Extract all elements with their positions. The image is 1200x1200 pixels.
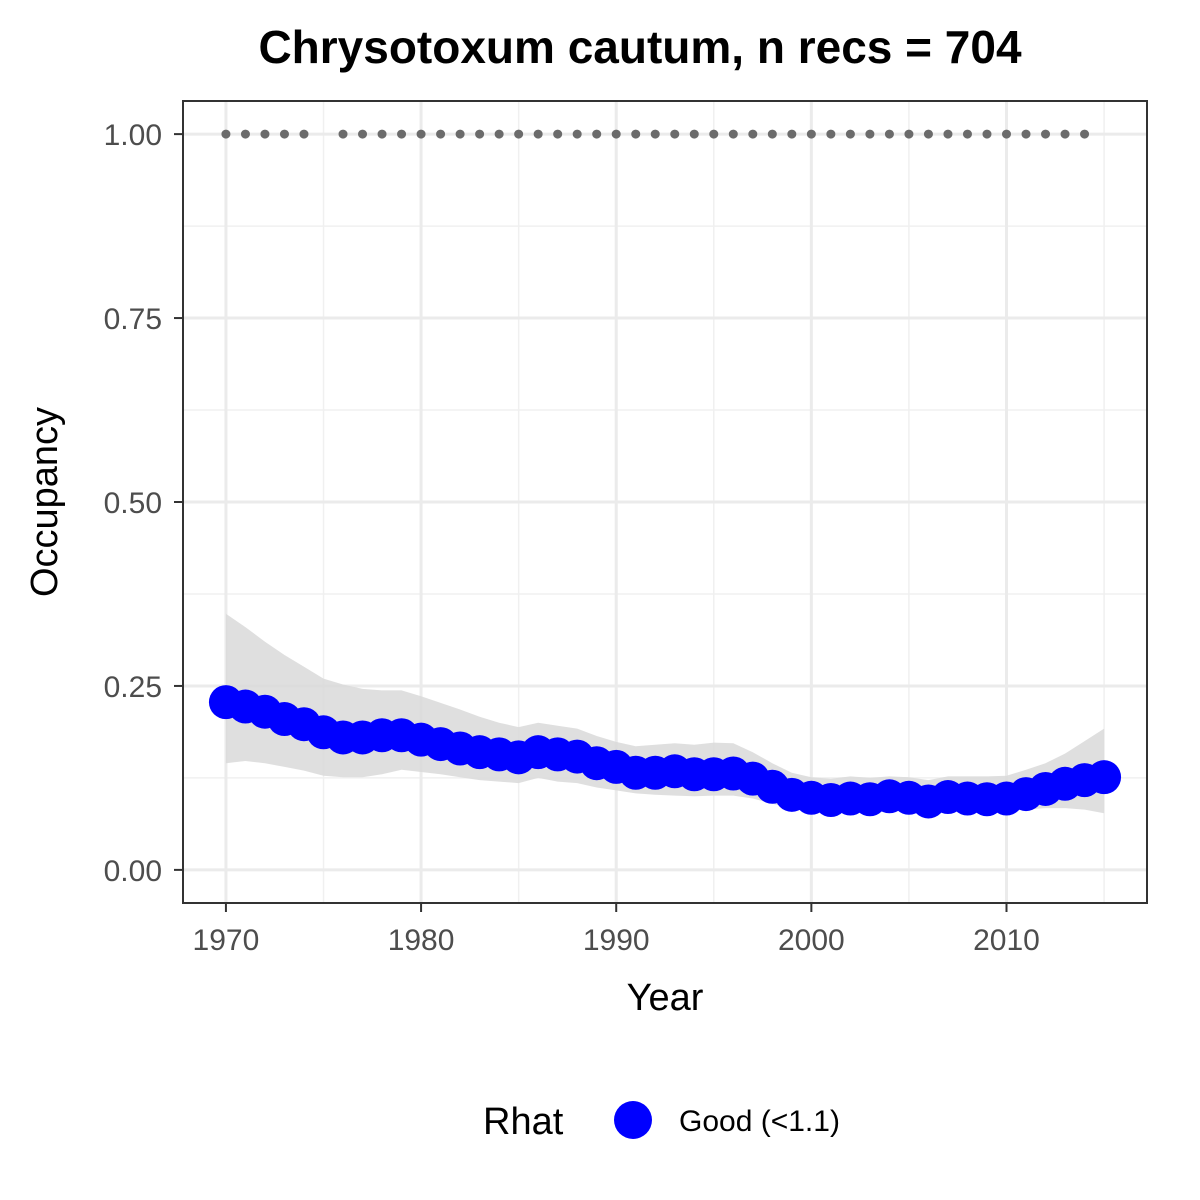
record-year-marker [1001,129,1011,139]
record-year-marker [338,129,348,139]
record-year-marker [553,129,563,139]
record-year-marker [260,129,270,139]
record-year-marker [494,129,504,139]
record-year-marker [865,129,875,139]
record-year-marker [806,129,816,139]
record-year-marker [904,129,914,139]
record-year-marker [240,129,250,139]
record-year-marker [611,129,621,139]
y-tick-label: 0.50 [104,487,162,520]
record-year-marker [982,129,992,139]
credible-interval-ribbon [225,613,1105,814]
record-year-marker [923,129,933,139]
record-year-marker [1060,129,1070,139]
y-axis-title: Occupancy [24,407,66,597]
x-tick-label: 1970 [193,924,260,957]
legend-title: Rhat [483,1101,564,1143]
x-tick-label: 1990 [583,924,650,957]
record-year-marker [475,129,485,139]
x-tick-label: 2010 [973,924,1040,957]
x-tick-label: 2000 [778,924,845,957]
record-year-marker [962,129,972,139]
x-tick-label: 1980 [388,924,455,957]
record-year-marker [455,129,465,139]
record-year-marker [767,129,777,139]
legend-entries: Good (<1.1) [614,1101,840,1139]
record-year-marker [943,129,953,139]
record-year-marker [728,129,738,139]
record-year-marker [884,129,894,139]
record-year-marker [1041,129,1051,139]
record-year-marker [377,129,387,139]
x-axis-title: Year [627,977,704,1019]
record-year-marker [221,129,231,139]
record-year-marker [299,129,309,139]
legend-label-good: Good (<1.1) [679,1105,840,1138]
record-year-marker [826,129,836,139]
legend: Rhat Good (<1.1) [483,1101,840,1143]
record-year-marker [650,129,660,139]
y-tick-label: 0.75 [104,303,162,336]
y-tick-label: 0.00 [104,855,162,888]
record-year-marker [709,129,719,139]
record-year-marker [533,129,543,139]
record-year-markers [221,129,1090,139]
record-year-marker [1021,129,1031,139]
record-year-marker [845,129,855,139]
record-year-marker [748,129,758,139]
record-year-marker [689,129,699,139]
occupancy-mean-points [208,685,1122,819]
record-year-marker [279,129,289,139]
record-year-marker [1080,129,1090,139]
record-year-marker [416,129,426,139]
y-tick-label: 1.00 [104,119,162,152]
plot-panel [182,100,1148,904]
record-year-marker [397,129,407,139]
record-year-marker [592,129,602,139]
y-tick-label: 0.25 [104,671,162,704]
record-year-marker [514,129,524,139]
occupancy-point [1087,760,1122,795]
y-axis: 0.00 0.25 0.50 0.75 1.00 [104,119,183,888]
record-year-marker [670,129,680,139]
record-year-marker [436,129,446,139]
record-year-marker [787,129,797,139]
chart-title: Chrysotoxum cautum, n recs = 704 [258,21,1022,73]
x-axis: 1970 1980 1990 2000 2010 [193,903,1040,957]
record-year-marker [572,129,582,139]
record-year-marker [631,129,641,139]
record-year-marker [358,129,368,139]
legend-key-good [614,1101,652,1139]
